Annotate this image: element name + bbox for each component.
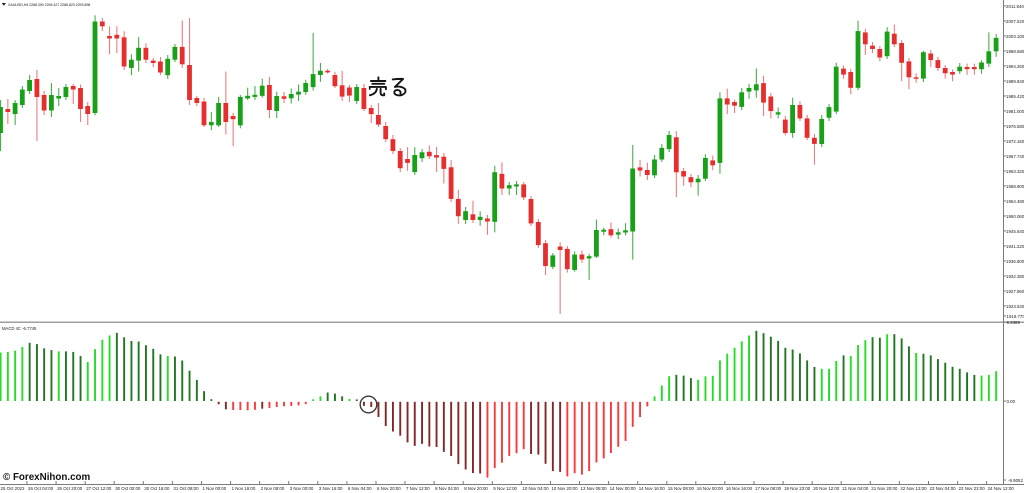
svg-text:1927.960: 1927.960	[1006, 289, 1024, 294]
svg-text:-9.9052: -9.9052	[1008, 478, 1023, 483]
svg-text:26 Oct 04:00: 26 Oct 04:00	[28, 486, 54, 491]
svg-text:6 Nov 20:00: 6 Nov 20:00	[377, 486, 401, 491]
svg-text:16 Nov 00:00: 16 Nov 00:00	[697, 486, 724, 491]
svg-text:3 Nov 16:00: 3 Nov 16:00	[319, 486, 343, 491]
svg-text:1985.420: 1985.420	[1006, 94, 1024, 99]
svg-text:30 Oct 16:00: 30 Oct 16:00	[144, 486, 170, 491]
svg-text:9 Nov 12:00: 9 Nov 12:00	[493, 486, 517, 491]
svg-text:19 Nov 23:00: 19 Nov 23:00	[784, 486, 811, 491]
svg-text:14 Nov 16:00: 14 Nov 16:00	[639, 486, 666, 491]
svg-text:13 Nov 08:00: 13 Nov 08:00	[581, 486, 608, 491]
svg-text:2 Nov 08:00: 2 Nov 08:00	[261, 486, 285, 491]
svg-text:8 Nov 04:00: 8 Nov 04:00	[435, 486, 459, 491]
svg-text:1 Nov 16:00: 1 Nov 16:00	[232, 486, 256, 491]
svg-text:1998.680: 1998.680	[1006, 49, 1024, 54]
svg-text:1941.220: 1941.220	[1006, 244, 1024, 249]
svg-text:24 Nov 12:00: 24 Nov 12:00	[988, 486, 1015, 491]
svg-text:1994.260: 1994.260	[1006, 64, 1024, 69]
svg-text:1923.540: 1923.540	[1006, 304, 1024, 309]
svg-text:20 Nov 12:00: 20 Nov 12:00	[813, 486, 840, 491]
svg-text:1936.800: 1936.800	[1006, 259, 1024, 264]
svg-text:1981.000: 1981.000	[1006, 109, 1024, 114]
svg-text:23 Nov 04:00: 23 Nov 04:00	[930, 486, 957, 491]
svg-text:9.3389: 9.3389	[1007, 320, 1021, 325]
svg-text:1958.900: 1958.900	[1006, 184, 1024, 189]
svg-text:1945.640: 1945.640	[1006, 229, 1024, 234]
svg-text:1989.840: 1989.840	[1006, 79, 1024, 84]
svg-text:23 Nov 23:00: 23 Nov 23:00	[959, 486, 986, 491]
svg-text:22 Nov 12:00: 22 Nov 12:00	[900, 486, 927, 491]
svg-text:1963.320: 1963.320	[1006, 169, 1024, 174]
svg-text:10 Nov 04:00: 10 Nov 04:00	[522, 486, 549, 491]
svg-text:1932.380: 1932.380	[1006, 274, 1024, 279]
svg-text:25 Oct 2023: 25 Oct 2023	[1, 486, 25, 491]
svg-text:1972.160: 1972.160	[1006, 139, 1024, 144]
svg-text:30 Oct 00:00: 30 Oct 00:00	[115, 486, 141, 491]
svg-text:2011.940: 2011.940	[1006, 4, 1024, 9]
svg-text:17 Nov 08:00: 17 Nov 08:00	[755, 486, 782, 491]
svg-text:1967.740: 1967.740	[1006, 154, 1024, 159]
svg-text:10 Nov 20:00: 10 Nov 20:00	[551, 486, 578, 491]
svg-text:MACD 4C -6.7745: MACD 4C -6.7745	[2, 326, 37, 331]
svg-text:1950.060: 1950.060	[1006, 214, 1024, 219]
svg-text:26 Oct 20:00: 26 Oct 20:00	[57, 486, 83, 491]
svg-text:16 Nov 16:00: 16 Nov 16:00	[726, 486, 753, 491]
svg-text:2007.520: 2007.520	[1006, 19, 1024, 24]
svg-text:1 Nov 00:00: 1 Nov 00:00	[203, 486, 227, 491]
svg-text:1976.580: 1976.580	[1006, 124, 1024, 129]
svg-text:XAUUSD,H4 2288.390 2294.427 2: XAUUSD,H4 2288.390 2294.427 2286.823 229…	[8, 3, 90, 7]
svg-text:15 Nov 08:00: 15 Nov 08:00	[668, 486, 695, 491]
svg-text:7 Nov 12:00: 7 Nov 12:00	[406, 486, 430, 491]
svg-text:1919.770: 1919.770	[1007, 314, 1024, 319]
svg-text:6 Nov 04:00: 6 Nov 04:00	[348, 486, 372, 491]
svg-text:8 Nov 20:00: 8 Nov 20:00	[464, 486, 488, 491]
svg-text:3 Nov 00:00: 3 Nov 00:00	[290, 486, 314, 491]
svg-text:31 Oct 08:00: 31 Oct 08:00	[173, 486, 199, 491]
svg-text:14 Nov 00:00: 14 Nov 00:00	[610, 486, 637, 491]
svg-text:1954.480: 1954.480	[1006, 199, 1024, 204]
svg-text:0.00: 0.00	[1007, 399, 1016, 404]
svg-text:21 Nov 04:00: 21 Nov 04:00	[842, 486, 869, 491]
svg-text:27 Oct 12:00: 27 Oct 12:00	[86, 486, 112, 491]
svg-text:21 Nov 20:00: 21 Nov 20:00	[871, 486, 898, 491]
svg-text:© ForexNihon.com: © ForexNihon.com	[3, 472, 91, 483]
svg-text:2003.100: 2003.100	[1006, 34, 1024, 39]
